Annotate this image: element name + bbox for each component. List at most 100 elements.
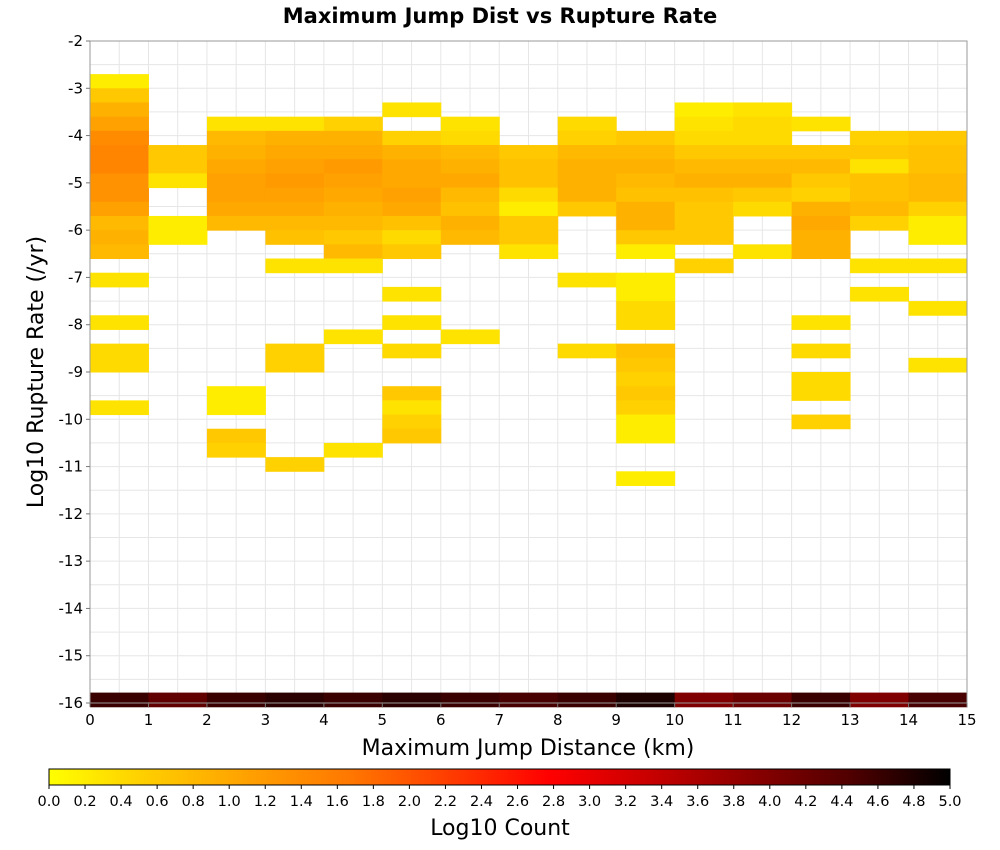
heatmap-cell [674, 215, 734, 231]
heatmap-cell [557, 343, 617, 359]
heatmap-cell [90, 343, 149, 359]
heatmap-cell [265, 173, 325, 189]
y-tick-label: -5 [68, 174, 83, 192]
heatmap-cell [323, 116, 383, 132]
colorbar-tick-label: 4.2 [794, 794, 817, 810]
y-tick-label: -4 [68, 127, 83, 145]
colorbar-tick-label: 3.2 [614, 794, 637, 810]
heatmap-cell [674, 258, 734, 274]
colorbar-tick-label: 3.6 [686, 794, 709, 810]
heatmap-cell [499, 187, 559, 203]
heatmap-cell [440, 692, 500, 708]
x-tick-label: 12 [782, 711, 801, 729]
y-tick-label: -7 [68, 268, 83, 286]
y-tick-label: -10 [59, 410, 84, 428]
x-tick-label: 6 [436, 711, 446, 729]
colorbar-tick-label: 2.2 [434, 794, 457, 810]
heatmap-cell [674, 230, 734, 245]
heatmap-cell [265, 343, 325, 359]
heatmap-cell [323, 215, 383, 231]
heatmap-cell [616, 230, 676, 245]
colorbar-tick-label: 1.2 [254, 794, 277, 810]
heatmap-cell [908, 201, 968, 217]
colorbar-tick-label: 4.6 [866, 794, 889, 810]
x-tick-label: 15 [957, 711, 976, 729]
heatmap-cell [265, 130, 325, 146]
heatmap-cell [557, 692, 617, 708]
heatmap-cell [382, 400, 442, 416]
heatmap-cell [791, 116, 851, 132]
heatmap-cell [850, 130, 910, 146]
heatmap-cell [616, 145, 676, 160]
heatmap-cell [148, 215, 208, 231]
heatmap-cell [499, 215, 559, 231]
heatmap-cell [850, 692, 910, 708]
colorbar-tick-label: 0.8 [182, 794, 205, 810]
heatmap-cell [791, 692, 851, 708]
colorbar-tick-label: 2.0 [398, 794, 421, 810]
heatmap-cell [206, 116, 266, 132]
heatmap-cell [616, 201, 676, 217]
heatmap-cell [206, 159, 266, 174]
heatmap-cell [323, 187, 383, 203]
heatmap-cell [908, 230, 968, 245]
colorbar-tick-label: 3.0 [578, 794, 601, 810]
heatmap-cell [674, 116, 734, 132]
heatmap-cell [382, 692, 442, 708]
heatmap-cell [499, 173, 559, 189]
heatmap-cell [616, 272, 676, 288]
heatmap-cell [90, 315, 149, 330]
heatmap-cell [90, 215, 149, 231]
x-tick-label: 2 [202, 711, 212, 729]
heatmap-cell [265, 145, 325, 160]
heatmap-cell [674, 159, 734, 174]
heatmap-cell [850, 173, 910, 189]
heatmap-cell [616, 173, 676, 189]
heatmap-cell [733, 102, 793, 118]
heatmap-cell [382, 159, 442, 174]
heatmap-cell [908, 130, 968, 146]
x-tick-label: 10 [665, 711, 684, 729]
heatmap-cell [499, 145, 559, 160]
heatmap-cell [90, 187, 149, 203]
heatmap-cell [382, 145, 442, 160]
heatmap-cell [90, 272, 149, 288]
heatmap-cell [733, 145, 793, 160]
heatmap-cell [908, 173, 968, 189]
heatmap-cell [616, 400, 676, 416]
heatmap-cell [90, 116, 149, 132]
heatmap-cell [265, 357, 325, 373]
y-tick-label: -14 [59, 599, 84, 617]
heatmap-cell [616, 286, 676, 302]
heatmap-cell [323, 244, 383, 260]
heatmap-cell [674, 692, 734, 708]
heatmap-cell [382, 386, 442, 401]
heatmap-cell [90, 230, 149, 245]
heatmap-cell [323, 442, 383, 458]
heatmap-cell [265, 258, 325, 274]
heatmap-cell [382, 230, 442, 245]
y-tick-label: -6 [68, 221, 83, 239]
heatmap-cell [791, 414, 851, 430]
heatmap-cell [733, 159, 793, 174]
heatmap-cell [616, 215, 676, 231]
heatmap-cell [733, 201, 793, 217]
heatmap-cell [908, 159, 968, 174]
colorbar-tick-label: 0.2 [74, 794, 97, 810]
heatmap-cell [148, 692, 208, 708]
heatmap-cell [265, 201, 325, 217]
heatmap-cell [265, 116, 325, 132]
heatmap-cell [791, 145, 851, 160]
heatmap-cell [206, 692, 266, 708]
heatmap-cell [323, 230, 383, 245]
heatmap-cell [206, 442, 266, 458]
colorbar-tick-label: 5.0 [938, 794, 961, 810]
heatmap-cell [616, 130, 676, 146]
heatmap-cell [206, 145, 266, 160]
heatmap-cell [674, 173, 734, 189]
x-tick-label: 5 [378, 711, 388, 729]
heatmap-cell [791, 159, 851, 174]
heatmap-cell [908, 357, 968, 373]
heatmap-cell [557, 201, 617, 217]
colorbar [48, 768, 951, 786]
